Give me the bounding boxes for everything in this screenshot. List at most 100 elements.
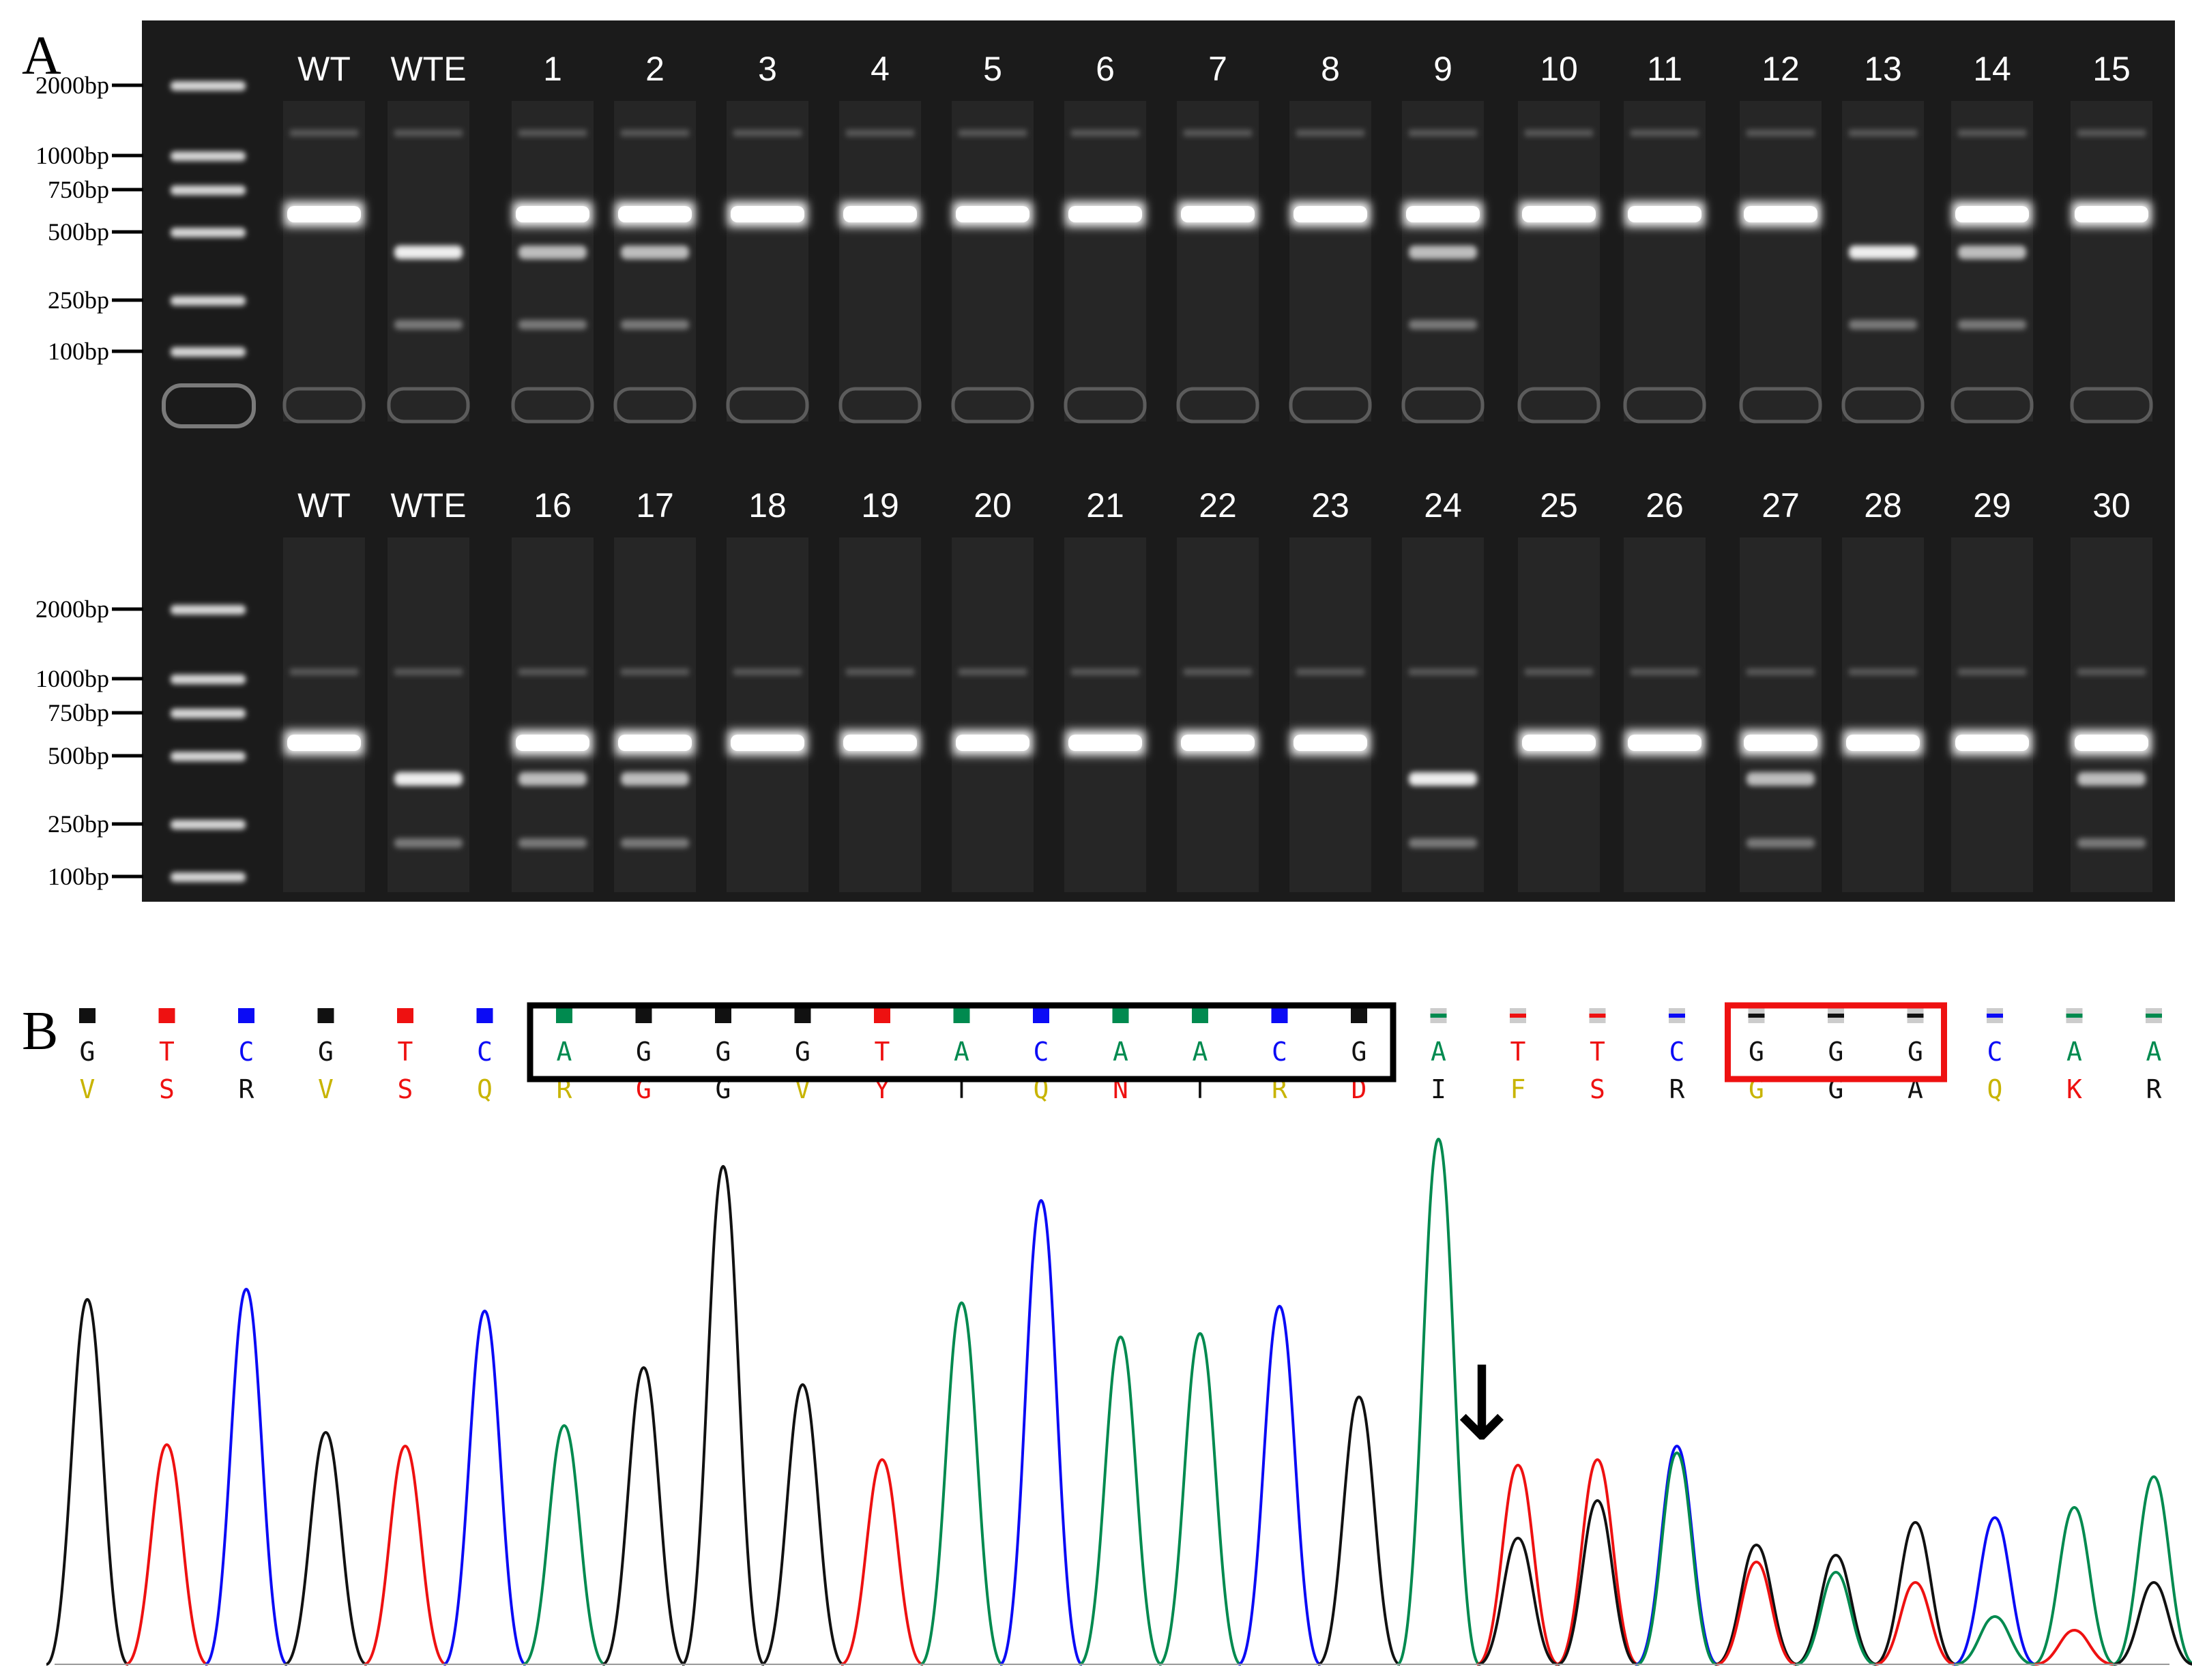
base-call: A bbox=[954, 1037, 969, 1067]
gel-band-cleaved-small bbox=[394, 320, 463, 329]
lane-label: 6 bbox=[1096, 50, 1115, 88]
gel-lane bbox=[1064, 101, 1146, 422]
quality-marker-fill bbox=[1669, 1014, 1685, 1018]
marker-label: 2000bp bbox=[35, 72, 109, 99]
chromatogram-peak bbox=[841, 1458, 924, 1666]
gel-well bbox=[726, 387, 809, 424]
gel-well bbox=[282, 387, 366, 424]
gel-band-faint bbox=[2077, 130, 2146, 136]
gel-lane bbox=[1740, 537, 1822, 892]
gel-band-cleaved bbox=[621, 246, 689, 259]
lane-label: 29 bbox=[1973, 486, 2011, 525]
chromatogram-peak bbox=[681, 1164, 765, 1666]
gel-lane bbox=[1289, 101, 1371, 422]
gel-lane bbox=[512, 101, 594, 422]
quality-marker-fill bbox=[1430, 1014, 1447, 1018]
panel-b: B GVTSCRGVTSCQARGGGGGVTYATCQANATCRGDAITF… bbox=[22, 1001, 2192, 1666]
gel-band-faint bbox=[518, 668, 587, 675]
base-call: C bbox=[1669, 1037, 1685, 1067]
quality-marker bbox=[238, 1008, 254, 1023]
gel-well bbox=[1739, 387, 1822, 424]
quality-marker bbox=[715, 1008, 731, 1023]
amino-acid: R bbox=[1669, 1074, 1685, 1104]
base-call: G bbox=[80, 1037, 96, 1067]
gel-well bbox=[1517, 387, 1601, 424]
gel-band-cleaved-small bbox=[1409, 838, 1477, 848]
gel-lane bbox=[727, 101, 808, 422]
ladder-band bbox=[171, 605, 246, 615]
gel-band-main-core bbox=[1522, 206, 1596, 222]
gel-lane bbox=[1624, 537, 1706, 892]
gel-band-main-core bbox=[1744, 206, 1817, 222]
quality-marker bbox=[1351, 1008, 1367, 1023]
base-call: A bbox=[2146, 1037, 2162, 1067]
gel-well bbox=[1950, 387, 2034, 424]
gel-band-faint bbox=[733, 668, 802, 675]
chromatogram-peak bbox=[761, 1383, 845, 1666]
gel-band-main-core bbox=[1181, 206, 1255, 222]
ladder-band bbox=[171, 872, 246, 882]
base-call: T bbox=[398, 1037, 413, 1067]
base-call: G bbox=[795, 1037, 810, 1067]
marker-label: 2000bp bbox=[35, 595, 109, 623]
lane-label: 5 bbox=[983, 50, 1002, 88]
chromatogram-peak bbox=[1637, 1451, 1717, 1666]
gel-band-main-core bbox=[1181, 735, 1255, 751]
gel-band-faint bbox=[1849, 130, 1917, 136]
gel-lane bbox=[1518, 101, 1600, 422]
lane-label: 27 bbox=[1762, 486, 1800, 525]
gel-wells bbox=[162, 383, 2153, 428]
gel-lane bbox=[283, 101, 365, 422]
chromatogram-peak bbox=[602, 1366, 686, 1666]
gel-band-faint bbox=[1525, 130, 1593, 136]
gel-band-main-core bbox=[2075, 735, 2148, 751]
gel-band-main-core bbox=[618, 735, 692, 751]
gel-band-faint bbox=[1849, 668, 1917, 675]
gel-well bbox=[838, 387, 922, 424]
gel-band-main-core bbox=[956, 206, 1029, 222]
gel-band-faint bbox=[518, 130, 587, 136]
chromatogram-peak bbox=[1317, 1395, 1401, 1666]
base-call: C bbox=[1987, 1037, 2003, 1067]
gel-lane bbox=[839, 537, 921, 892]
gel-band-cleaved-small bbox=[1958, 320, 2026, 329]
gel-band-main-core bbox=[1744, 735, 1817, 751]
base-call: G bbox=[636, 1037, 652, 1067]
base-call: G bbox=[1908, 1037, 1923, 1067]
gel-band-cleaved-small bbox=[1849, 320, 1917, 329]
gel-band-cleaved-small bbox=[621, 838, 689, 848]
base-call: A bbox=[1431, 1037, 1446, 1067]
amino-acid: K bbox=[2066, 1074, 2082, 1104]
gel-well bbox=[511, 387, 594, 424]
chromatogram-peak bbox=[1953, 1516, 2036, 1666]
gel-well bbox=[1176, 387, 1259, 424]
quality-marker bbox=[158, 1008, 175, 1023]
gel-band-cleaved bbox=[394, 246, 463, 259]
gel-band-faint bbox=[959, 130, 1027, 136]
quality-marker bbox=[874, 1008, 890, 1023]
gel-well bbox=[387, 387, 470, 424]
quality-marker bbox=[635, 1008, 652, 1023]
base-call: C bbox=[477, 1037, 493, 1067]
gel-band-faint bbox=[1409, 668, 1477, 675]
quality-marker-fill bbox=[1589, 1014, 1606, 1018]
chromatogram-peak bbox=[364, 1444, 447, 1666]
gel-band-cleaved-small bbox=[2077, 838, 2146, 848]
gel-band-cleaved bbox=[1849, 246, 1917, 259]
base-call: A bbox=[1113, 1037, 1128, 1067]
gel-lane bbox=[1402, 101, 1484, 422]
quality-marker bbox=[79, 1008, 96, 1023]
gel-lane bbox=[1951, 537, 2033, 892]
marker-label: 750bp bbox=[48, 176, 109, 203]
quality-marker-fill bbox=[1907, 1014, 1924, 1018]
amino-acid: Q bbox=[1987, 1074, 2003, 1104]
base-call: G bbox=[318, 1037, 334, 1067]
gel-band-main-core bbox=[618, 206, 692, 222]
ladder-band bbox=[171, 151, 246, 161]
chromatogram-peak bbox=[1555, 1458, 1639, 1666]
dna-ladder bbox=[171, 81, 246, 882]
panel-a-label: A bbox=[22, 26, 61, 86]
quality-marker bbox=[1112, 1008, 1129, 1023]
gel-lane bbox=[727, 537, 808, 892]
